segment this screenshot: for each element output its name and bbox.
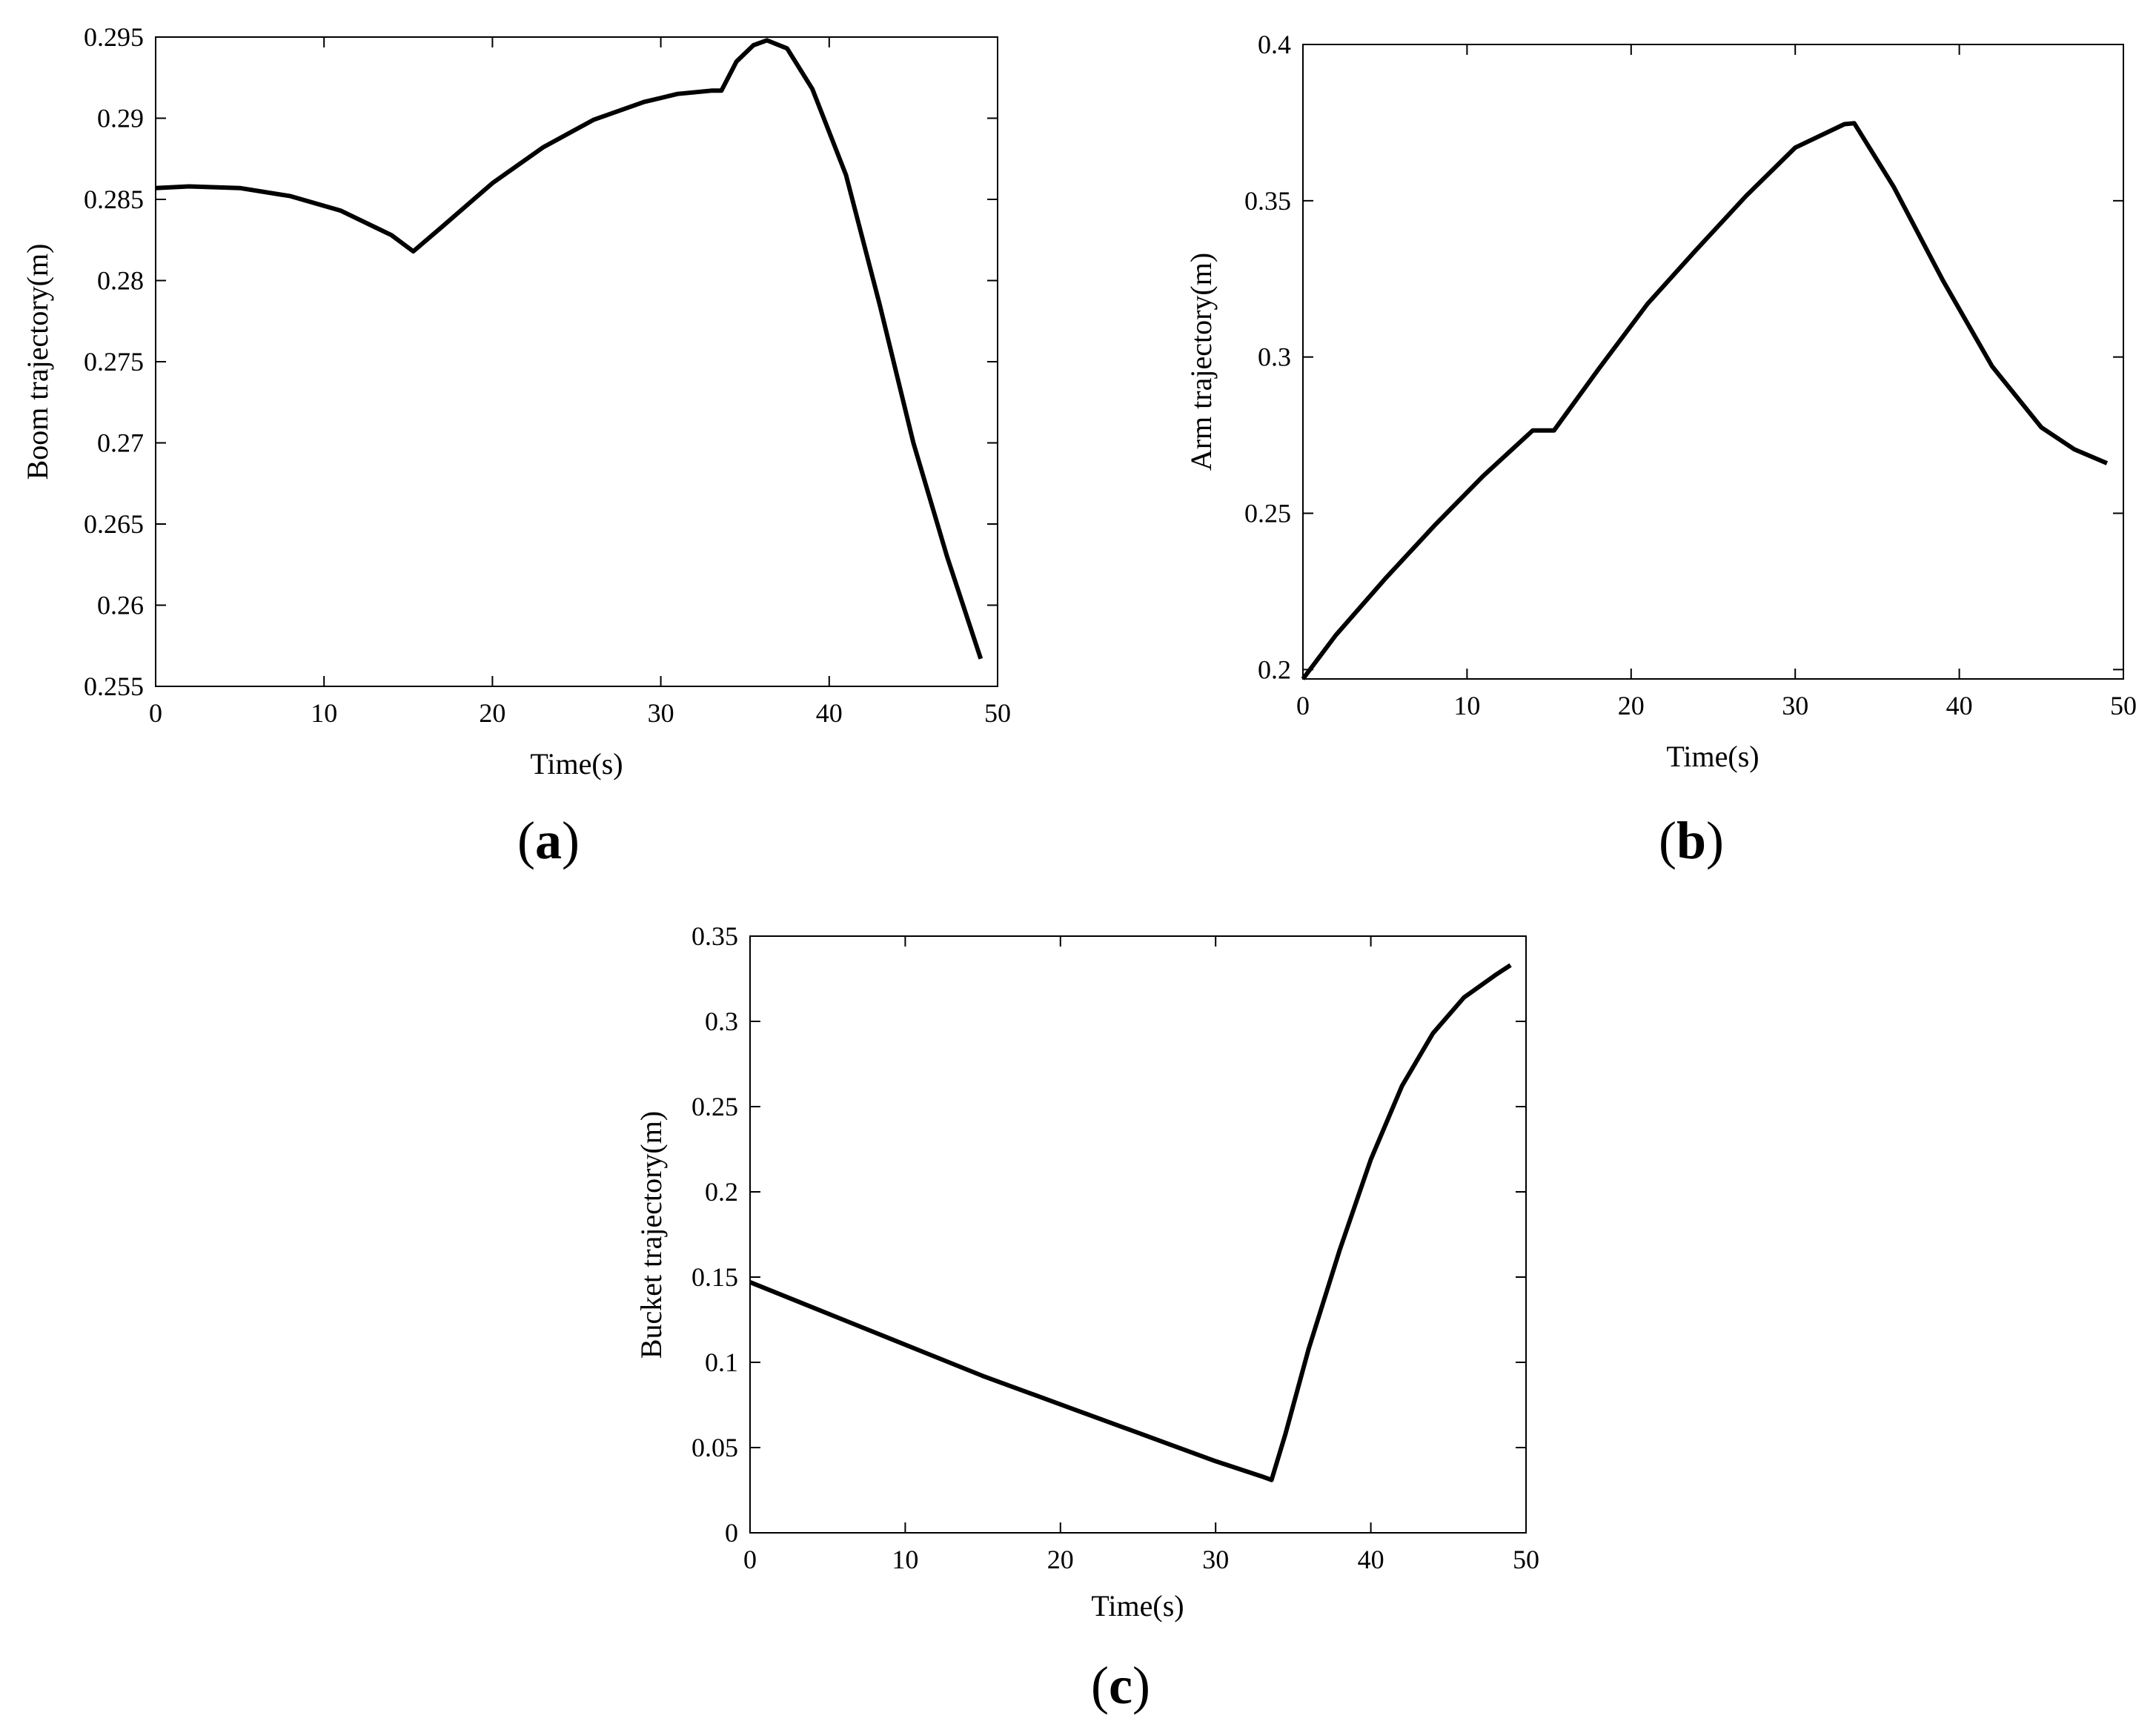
y-tick-label: 0.285: [84, 185, 144, 214]
y-tick-label: 0.35: [691, 921, 738, 951]
x-tick-label: 10: [1453, 691, 1480, 720]
panel-label-c: (c): [1091, 1656, 1150, 1715]
x-tick-label: 0: [149, 698, 162, 728]
y-tick-label: 0.295: [84, 22, 144, 52]
x-axis-label-a: Time(s): [530, 747, 623, 780]
y-tick-label: 0.2: [1258, 654, 1291, 684]
y-tick-label: 0: [725, 1518, 738, 1548]
x-axis-label-c: Time(s): [1091, 1589, 1184, 1622]
x-tick-label: 10: [311, 698, 337, 728]
y-tick-label: 0.275: [84, 347, 144, 377]
y-axis-label-b: Arm trajectory(m): [1184, 253, 1218, 471]
panel-b: 0.2 0.25 0.3 0.35 0.4 0 10 20 30 40 50 Time(s) Ar…: [1184, 30, 2137, 870]
x-axis-label-b: Time(s): [1666, 740, 1759, 773]
y-tick-label: 0.26: [97, 591, 144, 620]
x-tick-label: 40: [1358, 1545, 1384, 1574]
plot-frame-b: [1302, 44, 2124, 680]
x-tick-label: 20: [1047, 1545, 1074, 1574]
y-ticks-c: 0 0.05 0.1 0.15 0.2 0.25 0.3 0.35: [691, 921, 1526, 1548]
x-tick-label: 0: [1296, 691, 1310, 720]
x-tick-label: 50: [984, 698, 1011, 728]
x-tick-label: 50: [1513, 1545, 1539, 1574]
y-tick-label: 0.35: [1244, 186, 1291, 216]
y-axis-label-c: Bucket trajectory(m): [634, 1111, 668, 1359]
y-tick-label: 0.28: [97, 266, 144, 296]
panel-c: 0 0.05 0.1 0.15 0.2 0.25 0.3 0.35 0 10 20 30 40 50 T…: [634, 921, 1539, 1715]
x-tick-label: 30: [1782, 691, 1808, 720]
x-ticks-c: 0 10 20 30 40 50: [743, 936, 1539, 1574]
y-tick-label: 0.15: [691, 1262, 738, 1292]
x-tick-label: 50: [2110, 691, 2137, 720]
x-ticks-a: 0 10 20 30 40 50: [149, 37, 1011, 728]
y-ticks-a: 0.255 0.26 0.265 0.27 0.275 0.28 0.285 0.29 0.29…: [84, 22, 998, 701]
y-tick-label: 0.255: [84, 672, 144, 701]
y-tick-label: 0.3: [705, 1007, 738, 1036]
x-tick-label: 40: [1946, 691, 1973, 720]
y-tick-label: 0.4: [1258, 30, 1291, 59]
y-tick-label: 0.2: [705, 1177, 738, 1207]
y-tick-label: 0.29: [97, 104, 144, 133]
y-tick-label: 0.05: [691, 1433, 738, 1462]
panel-a: 0.255 0.26 0.265 0.27 0.275 0.28 0.285 0.29 0.29…: [21, 22, 1011, 870]
y-tick-label: 0.265: [84, 509, 144, 539]
x-tick-label: 40: [816, 698, 843, 728]
plot-frame-c: [749, 935, 1527, 1534]
series-line-a: [155, 38, 984, 660]
y-tick-label: 0.25: [1244, 499, 1291, 528]
y-tick-label: 0.3: [1258, 342, 1291, 372]
plot-frame-a: [155, 36, 998, 687]
panel-label-a: (a): [517, 811, 580, 870]
x-ticks-b: 0 10 20 30 40 50: [1296, 44, 2137, 720]
panel-label-b: (b): [1659, 811, 1724, 870]
x-tick-label: 30: [1202, 1545, 1229, 1574]
x-tick-label: 20: [1618, 691, 1645, 720]
x-tick-label: 20: [479, 698, 505, 728]
y-tick-label: 0.27: [97, 428, 144, 458]
y-tick-label: 0.1: [705, 1348, 738, 1377]
y-axis-label-a: Boom trajectory(m): [21, 244, 54, 480]
y-tick-label: 0.25: [691, 1092, 738, 1121]
x-tick-label: 30: [648, 698, 674, 728]
series-line-b: [1301, 121, 2109, 680]
series-line-c: [749, 963, 1512, 1482]
x-tick-label: 0: [743, 1545, 757, 1574]
y-ticks-b: 0.2 0.25 0.3 0.35 0.4: [1244, 30, 2123, 684]
x-tick-label: 10: [892, 1545, 918, 1574]
